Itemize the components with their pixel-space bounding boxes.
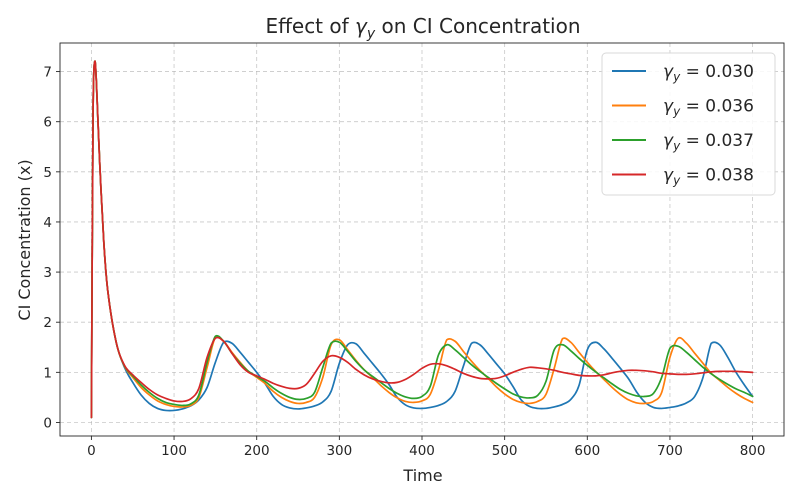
x-tick-label: 800 xyxy=(740,443,766,459)
legend-value: = 0.038 xyxy=(680,166,754,186)
x-tick-label: 700 xyxy=(657,443,683,459)
chart-title-suffix: on CI Concentration xyxy=(375,14,580,38)
legend-value: = 0.036 xyxy=(680,97,754,117)
x-tick-label: 0 xyxy=(87,443,96,459)
y-tick-label: 5 xyxy=(43,165,52,181)
legend-value: = 0.030 xyxy=(680,62,754,82)
x-tick-label: 200 xyxy=(244,443,270,459)
legend-subscript: y xyxy=(672,105,681,119)
chart-title-symbol: γ xyxy=(355,14,368,38)
legend-label-2: γy = 0.037 xyxy=(663,131,754,153)
y-tick-label: 2 xyxy=(43,315,52,331)
chart-title: Effect of γy on CI Concentration xyxy=(265,14,580,42)
y-tick-label: 1 xyxy=(43,365,52,381)
x-axis-label: Time xyxy=(402,466,442,485)
x-tick-label: 100 xyxy=(161,443,187,459)
series-line-2 xyxy=(90,60,754,419)
y-axis-label: CI Concentration (x) xyxy=(15,159,34,320)
series-line-3 xyxy=(90,60,754,419)
legend-symbol: γ xyxy=(663,62,674,82)
axis-ticks: 0 100 200 300 400 500 600 700 800 0 1 2 3 4 5 6 7 xyxy=(43,65,765,459)
chart-title-prefix: Effect of xyxy=(265,14,355,38)
series-line-1 xyxy=(90,60,754,419)
x-tick-label: 300 xyxy=(326,443,352,459)
series-lines xyxy=(90,60,754,419)
y-tick-label: 0 xyxy=(43,415,52,431)
legend-label-1: γy = 0.036 xyxy=(663,97,754,119)
legend-symbol: γ xyxy=(663,166,674,186)
y-tick-label: 3 xyxy=(43,265,52,281)
series-line-0 xyxy=(90,60,754,419)
legend-value: = 0.037 xyxy=(680,131,754,151)
y-tick-label: 4 xyxy=(43,215,52,231)
legend-subscript: y xyxy=(672,139,681,153)
x-tick-label: 500 xyxy=(492,443,518,459)
legend-symbol: γ xyxy=(663,131,674,151)
y-tick-label: 6 xyxy=(43,115,52,131)
y-tick-label: 7 xyxy=(43,65,52,81)
legend-label-0: γy = 0.030 xyxy=(663,62,754,84)
legend-label-3: γy = 0.038 xyxy=(663,166,754,188)
x-tick-label: 400 xyxy=(409,443,435,459)
legend-subscript: y xyxy=(672,174,681,188)
legend-symbol: γ xyxy=(663,97,674,117)
chart-title-subscript: y xyxy=(366,26,376,42)
x-tick-label: 600 xyxy=(574,443,600,459)
legend-subscript: y xyxy=(672,70,681,84)
legend-box xyxy=(601,52,776,196)
